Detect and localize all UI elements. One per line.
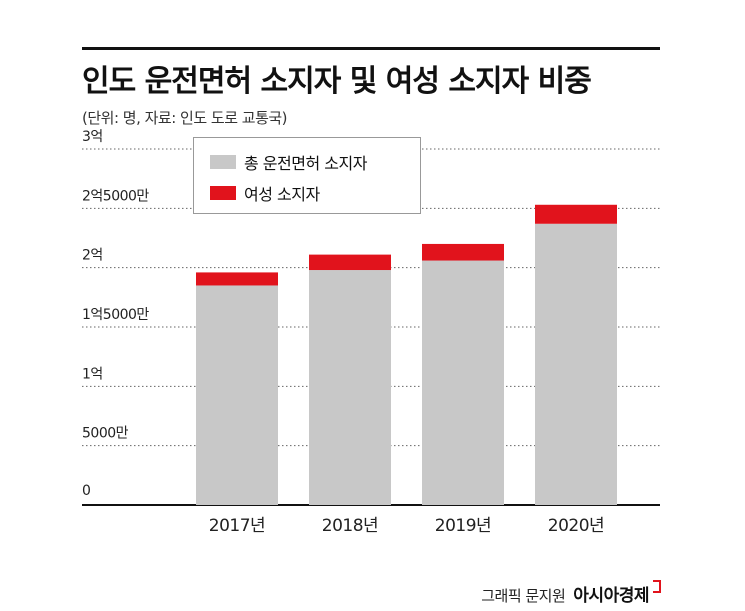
y-tick-label: 0 [82, 483, 90, 499]
y-tick-label: 1억5000만 [82, 307, 149, 323]
legend-label-total: 총 운전면허 소지자 [244, 154, 367, 173]
bar-female-holders [196, 272, 278, 286]
chart-subtitle: (단위: 명, 자료: 인도 도로 교통국) [82, 109, 288, 127]
brand-mark-icon [653, 580, 661, 593]
top-rule [82, 47, 660, 50]
bar-total-holders [535, 223, 617, 505]
y-tick-label: 2억5000만 [82, 188, 149, 204]
chart-title: 인도 운전면허 소지자 및 여성 소지자 비중 [82, 64, 592, 99]
legend-item-total: 총 운전면허 소지자 [210, 151, 367, 173]
y-tick-label: 1억 [82, 366, 103, 382]
bar-total-holders [309, 270, 391, 505]
y-tick-labels: 0 5000만 1억 1억5000만 2억 2억5000만 3억 [82, 129, 150, 499]
legend-swatch-female [210, 186, 236, 200]
credit-author: 그래픽 문지원 [481, 587, 566, 605]
legend-item-female: 여성 소지자 [210, 182, 320, 204]
x-category-labels: 2017년 2018년 2019년 2020년 [209, 516, 605, 536]
x-category-label: 2019년 [435, 516, 491, 536]
y-tick-label: 5000만 [82, 426, 129, 442]
legend: 총 운전면허 소지자 여성 소지자 [193, 137, 421, 214]
bars [196, 204, 617, 505]
x-category-label: 2020년 [548, 516, 604, 536]
x-category-label: 2017년 [209, 516, 265, 536]
bar-total-holders [422, 260, 504, 505]
bar-female-holders [309, 254, 391, 271]
credit-brand: 아시아경제 [573, 586, 649, 606]
credit: 그래픽 문지원 아시아경제 [481, 580, 661, 606]
bar-female-holders [422, 243, 504, 261]
bar-female-holders [535, 204, 617, 224]
bar-total-holders [196, 285, 278, 505]
y-tick-label: 2억 [82, 248, 103, 264]
y-tick-label: 3억 [82, 129, 103, 145]
x-category-label: 2018년 [322, 516, 378, 536]
legend-swatch-total [210, 155, 236, 169]
legend-label-female: 여성 소지자 [244, 185, 320, 204]
